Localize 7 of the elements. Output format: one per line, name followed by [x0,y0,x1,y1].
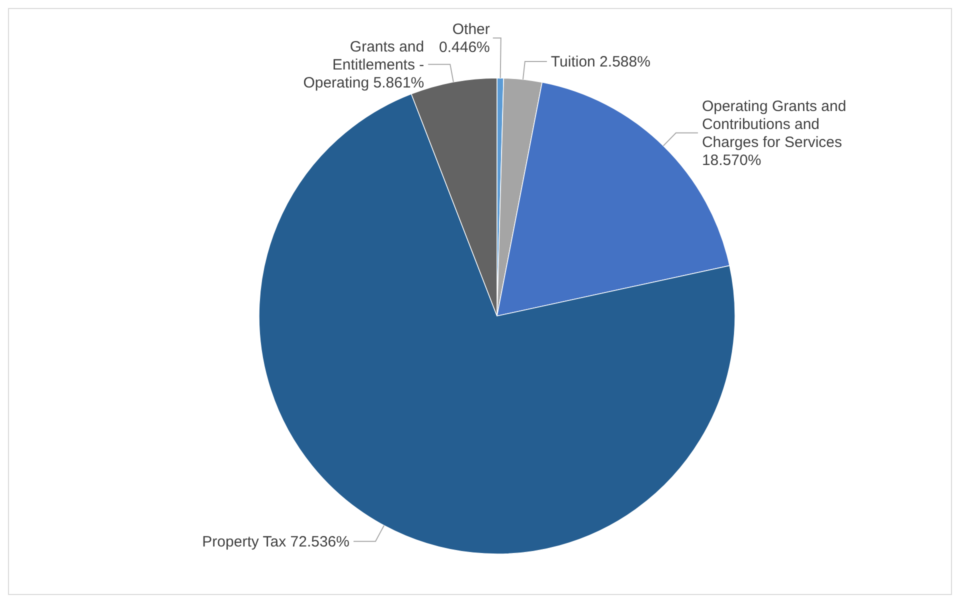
slice-label: Tuition 2.588% [550,54,650,71]
slice-label: Operating Grants and Contributions and Charges for Services [702,98,846,151]
data-label: 18.570% [702,152,762,169]
data-label: 0.446% [439,39,490,56]
slice-label: Property Tax 72.536% [202,533,350,550]
slice-label: Grants and Entitlements - Operating 5.861% [303,38,424,92]
slice-label: Other [452,21,490,38]
